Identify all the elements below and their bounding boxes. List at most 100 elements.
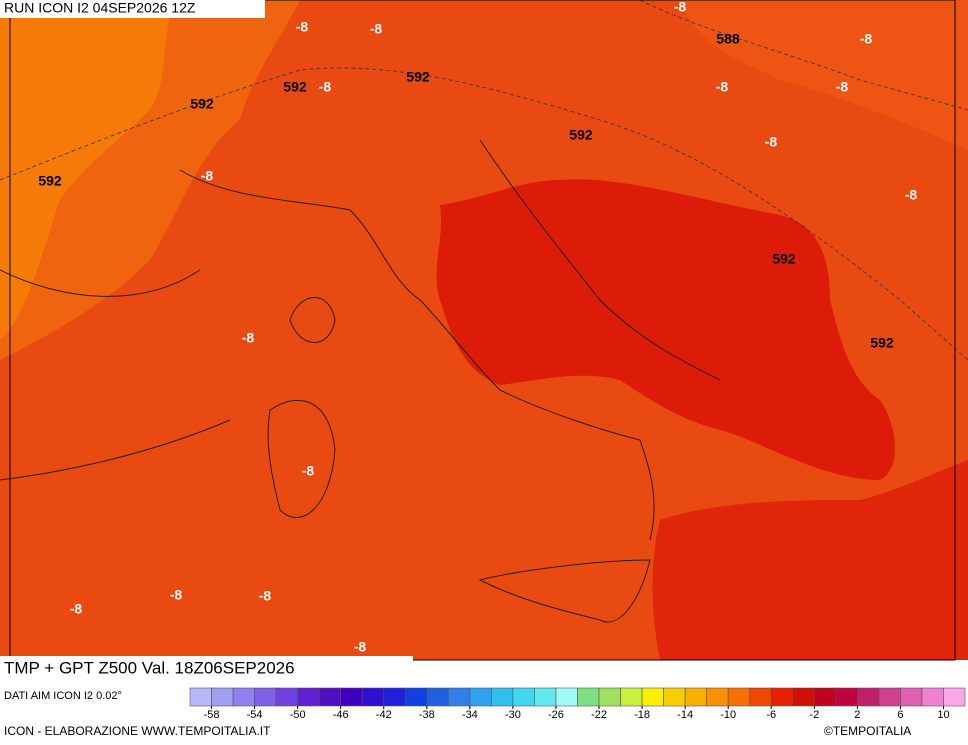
footer-box	[0, 656, 413, 683]
contour-label: -8	[170, 587, 183, 603]
colorbar-tick-label: -58	[204, 709, 220, 721]
colorbar-swatch	[706, 687, 729, 707]
colorbar-tick-label: -46	[333, 709, 349, 721]
colorbar-swatch	[641, 687, 664, 707]
contour-label: -8	[354, 639, 367, 655]
colorbar-tick-label: -38	[419, 709, 435, 721]
colorbar-swatch	[814, 687, 837, 707]
contour-label: -8	[259, 588, 272, 604]
colorbar-tick-label: -18	[634, 709, 650, 721]
colorbar-swatch	[383, 687, 406, 707]
colorbar-swatch	[318, 687, 341, 707]
colorbar-tick-label: -34	[462, 709, 478, 721]
colorbar-tick-label: -14	[677, 709, 693, 721]
colorbar-tick-label: -2	[809, 709, 819, 721]
contour-label: 592	[406, 69, 430, 85]
contour-label: -8	[905, 187, 918, 203]
colorbar-tick-label: -30	[505, 709, 521, 721]
colorbar-swatch	[835, 687, 858, 707]
contour-label: -8	[860, 31, 873, 47]
colorbar-tick-label: -10	[720, 709, 736, 721]
colorbar-tick-label: 6	[897, 709, 903, 721]
contour-label: -8	[716, 79, 729, 95]
colorbar-swatch	[857, 687, 880, 707]
colorbar-tick-label: -54	[247, 709, 263, 721]
colorbar-swatch	[727, 687, 751, 707]
copyright: ©TEMPOITALIA	[824, 724, 911, 738]
colorbar-tick-label: -6	[766, 709, 776, 721]
contour-label: 592	[772, 251, 796, 267]
header-box	[0, 0, 265, 18]
contour-label: -8	[836, 79, 849, 95]
colorbar-swatch	[534, 687, 557, 707]
colorbar-swatch	[943, 687, 966, 707]
colorbar: -58 -54 -50 -46 -42 -38 -34 -30 -26 -22 -18 -14 -10-…	[189, 687, 966, 721]
colorbar-swatch	[361, 687, 385, 707]
hot-region-south	[652, 460, 968, 660]
colorbar-swatch	[426, 687, 449, 707]
orange-region	[0, 0, 300, 360]
colorbar-swatch	[404, 687, 428, 707]
north-region	[680, 0, 968, 150]
colorbar-tick-label: 10	[937, 709, 949, 721]
colorbar-swatch	[555, 687, 578, 707]
contour-labels: -8 588 -8 -8 -8 592 592 -8 592 -8 -8 592 -8 592 -8 -8 59…	[38, 0, 917, 655]
colorbar-swatch	[254, 687, 277, 707]
colorbar-swatch	[749, 687, 772, 707]
colorbar-tick-label: -26	[548, 709, 564, 721]
coastlines	[0, 139, 721, 623]
colorbar-swatch	[340, 687, 363, 707]
isohypse	[639, 0, 968, 111]
map-frame	[9, 0, 956, 661]
contour-label: -8	[765, 134, 778, 150]
colorbar-tick-label: -22	[591, 709, 607, 721]
colorbar-swatch	[598, 687, 621, 707]
colorbar-tick-label: -42	[376, 709, 392, 721]
colorbar-swatch	[448, 687, 471, 707]
run-title: RUN ICON I2 04SEP2026 12Z	[4, 0, 196, 16]
credit: ICON - ELABORAZIONE WWW.TEMPOITALIA.IT	[4, 724, 271, 738]
isohypses	[0, 0, 968, 361]
contour-label: -8	[296, 19, 309, 35]
island	[267, 400, 336, 518]
colorbar-swatch	[900, 687, 923, 707]
contour-label: 592	[190, 96, 214, 112]
contour-label: -8	[201, 168, 214, 184]
contour-label: 592	[569, 127, 593, 143]
hot-region	[436, 179, 895, 480]
coastline	[479, 139, 721, 381]
colorbar-swatch	[211, 687, 234, 707]
colorbar-swatch	[878, 687, 901, 707]
colorbar-tick-label: 2	[854, 709, 860, 721]
colorbar-tick-label: -50	[290, 709, 306, 721]
colorbar-swatch	[297, 687, 320, 707]
colorbar-swatch	[232, 687, 255, 707]
contour-label: 592	[38, 173, 62, 189]
island	[478, 559, 651, 623]
colorbar-swatch	[620, 687, 643, 707]
island	[289, 297, 336, 343]
contour-label: 592	[283, 79, 307, 95]
colorbar-swatch	[577, 687, 600, 707]
contour-label: -8	[302, 463, 315, 479]
colorbar-swatch	[189, 687, 212, 707]
contour-label: 592	[870, 335, 894, 351]
coastline	[179, 169, 655, 541]
colorbar-swatch	[921, 687, 944, 707]
footer-title: TMP + GPT Z500 Val. 18Z06SEP2026	[4, 658, 295, 677]
colorbar-swatch	[663, 687, 686, 707]
coastline	[0, 269, 231, 481]
colorbar-swatch	[684, 687, 707, 707]
colorbar-swatch	[792, 687, 815, 707]
colorbar-swatch	[491, 687, 514, 707]
colorbar-swatch	[512, 687, 535, 707]
contour-label: 588	[716, 31, 740, 47]
contour-label: -8	[70, 601, 83, 617]
isohypse	[0, 67, 968, 361]
source: DATI AIM ICON I2 0.02°	[4, 690, 122, 702]
colorbar-swatch	[469, 687, 492, 707]
contour-label: -8	[319, 79, 332, 95]
warm-orange-region	[0, 0, 175, 340]
contour-label: -8	[370, 21, 383, 37]
